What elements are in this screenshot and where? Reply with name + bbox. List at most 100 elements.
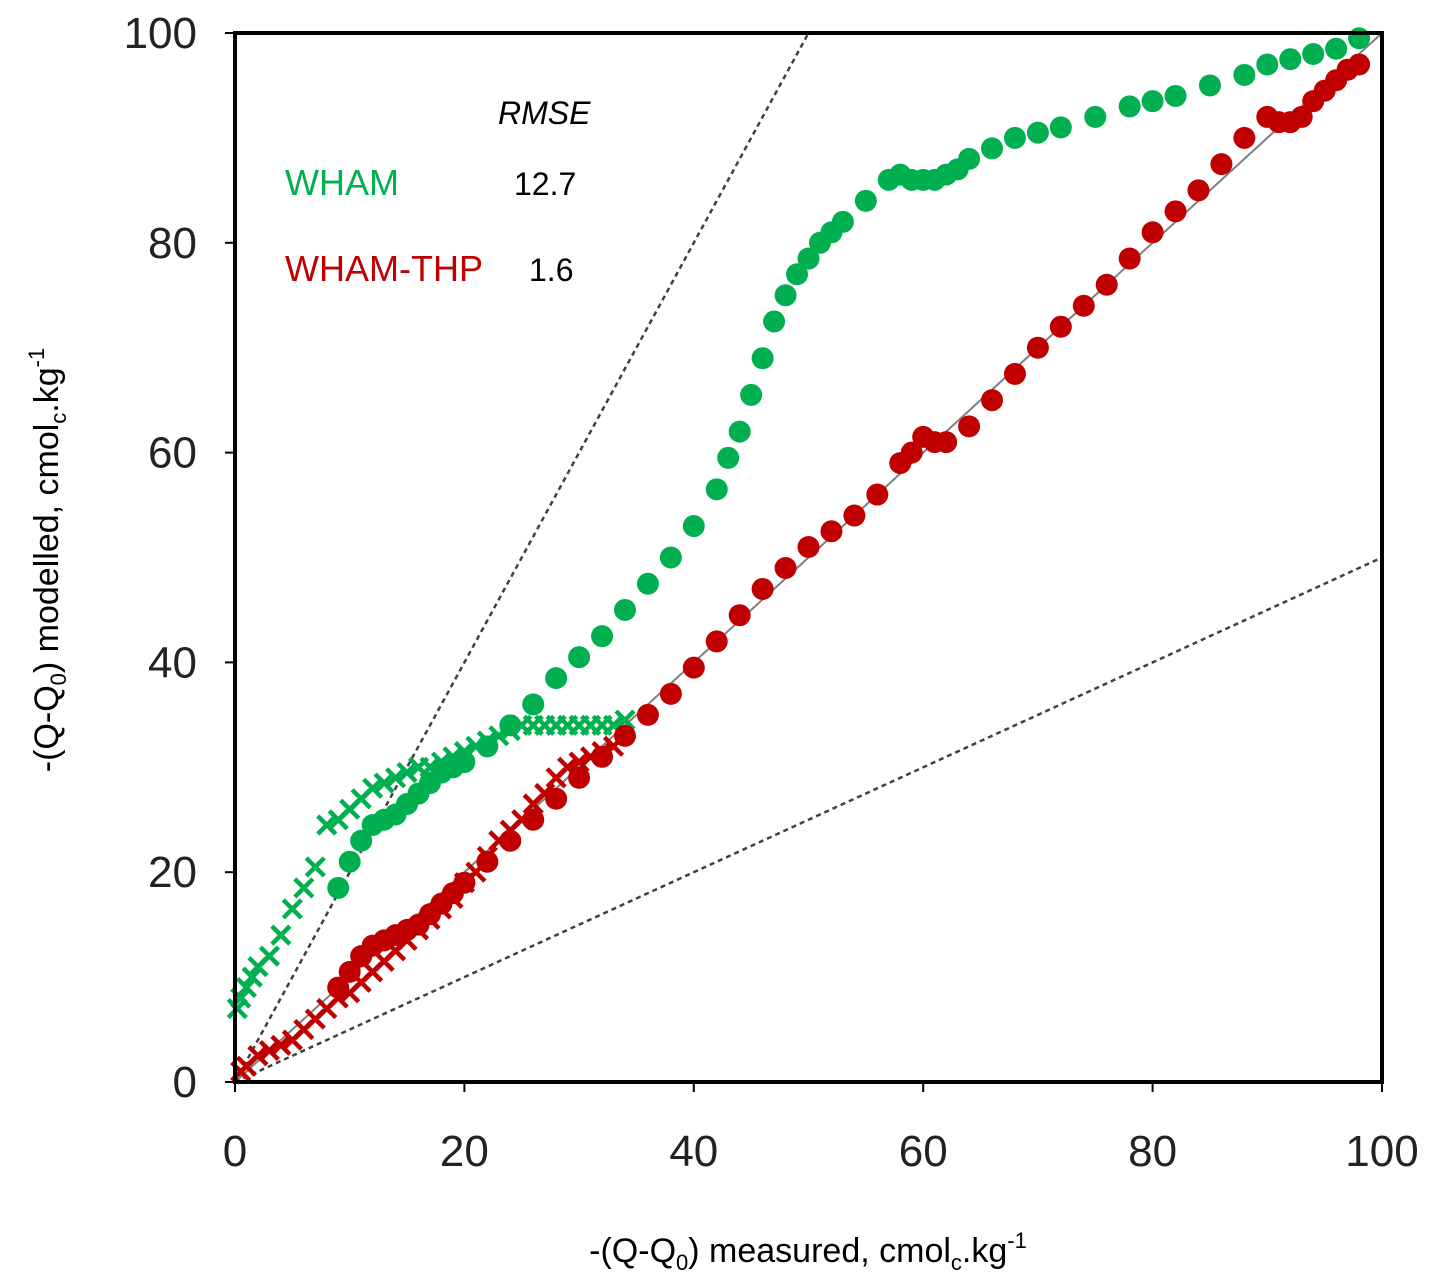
plot-frame (233, 31, 1384, 1084)
point-0-19 (636, 572, 659, 595)
y-tick-label-100: 100 (124, 9, 197, 58)
point-2-51 (1290, 105, 1313, 128)
y-label-sub0: 0 (46, 673, 71, 685)
cross-stroke (568, 751, 590, 773)
point-0-1 (338, 850, 361, 873)
point-2-43 (1141, 221, 1164, 244)
reference-line-2 (234, 556, 1383, 1084)
point-2-25 (774, 556, 797, 579)
point-1-9 (304, 856, 326, 878)
point-0-29 (786, 263, 809, 286)
y-tick-label-80: 80 (148, 219, 197, 268)
point-1-6 (270, 924, 292, 946)
cross-stroke (430, 751, 453, 773)
point-1-3 (241, 966, 263, 988)
cross-stroke (591, 740, 613, 763)
legend-name-wham-thp: WHAM-THP (285, 248, 483, 289)
point-1-15 (373, 772, 395, 794)
point-2-23 (728, 604, 751, 627)
cross-stroke (442, 887, 464, 910)
point-2-20 (659, 682, 682, 705)
point-1-7 (281, 898, 303, 920)
point-1-17 (396, 761, 418, 784)
point-3-30 (568, 751, 590, 773)
cross-stroke (235, 976, 258, 999)
cross-stroke (442, 746, 464, 768)
point-2-26 (797, 536, 820, 559)
point-2-37 (1003, 362, 1026, 385)
point-0-44 (1003, 126, 1026, 149)
cross-stroke (258, 1039, 281, 1062)
point-0-26 (751, 347, 774, 370)
series-3-plus (230, 735, 625, 1083)
point-3-3 (258, 1039, 281, 1062)
series-2-circle (327, 53, 1371, 999)
point-2-31 (900, 441, 923, 464)
point-0-48 (1118, 95, 1141, 118)
point-1-22 (453, 740, 475, 763)
point-2-41 (1095, 273, 1118, 296)
cross-stroke (602, 735, 625, 757)
point-0-21 (682, 515, 705, 538)
point-1-19 (419, 756, 441, 778)
point-0-49 (1141, 90, 1164, 113)
point-2-22 (705, 630, 728, 653)
point-2-36 (981, 389, 1004, 412)
cross-stroke (270, 1034, 292, 1056)
reference-line-1 (233, 32, 810, 1083)
legend-value-wham: 12.7 (514, 166, 576, 202)
point-0-50 (1164, 84, 1187, 107)
point-0-53 (1256, 53, 1279, 76)
axis-ticks: 0 20 40 60 80 100 0 20 40 60 80 100 (124, 9, 1419, 1176)
cross-stroke (327, 987, 349, 1009)
point-2-27 (820, 520, 843, 543)
cross-stroke (488, 725, 510, 747)
cross-stroke (362, 777, 384, 799)
point-3-31 (579, 746, 602, 768)
x-tick-label-80: 80 (1128, 1127, 1177, 1176)
point-1-2 (235, 976, 258, 999)
point-0-52 (1233, 63, 1256, 86)
data-series (226, 27, 1371, 1083)
x-label-dot: .kg (962, 1232, 1007, 1270)
point-0-30 (797, 247, 820, 270)
point-2-44 (1164, 200, 1187, 223)
x-tick-label-20: 20 (440, 1127, 489, 1176)
point-2-29 (866, 483, 889, 506)
point-0-55 (1302, 42, 1325, 65)
x-label-sub0: 0 (676, 1250, 688, 1275)
point-3-22 (476, 845, 498, 868)
point-0-20 (659, 546, 682, 569)
point-2-56 (1348, 53, 1371, 76)
point-3-25 (511, 809, 533, 831)
cross-stroke (465, 861, 487, 883)
point-1-24 (476, 730, 498, 752)
cross-stroke (579, 746, 602, 768)
point-3-32 (591, 740, 613, 763)
point-0-28 (774, 284, 797, 307)
x-tick-label-60: 60 (899, 1127, 948, 1176)
cross-stroke (304, 856, 326, 878)
y-tick-label-20: 20 (148, 848, 197, 897)
point-1-16 (384, 767, 407, 789)
point-0-57 (1348, 27, 1371, 50)
point-0-22 (705, 478, 728, 501)
cross-stroke (384, 767, 407, 789)
point-1-10 (316, 814, 338, 836)
point-0-33 (831, 210, 854, 233)
point-1-26 (499, 719, 521, 742)
point-2-21 (682, 656, 705, 679)
point-2-35 (958, 415, 981, 438)
point-2-39 (1049, 315, 1072, 338)
point-0-0 (327, 876, 350, 899)
point-3-33 (602, 735, 625, 757)
point-0-18 (613, 598, 636, 621)
cross-stroke (396, 761, 418, 784)
point-0-54 (1279, 48, 1302, 71)
point-3-29 (557, 756, 579, 778)
x-label-mid: ) measured, cmol (688, 1232, 951, 1270)
cross-stroke (453, 740, 475, 763)
x-tick-label-100: 100 (1345, 1127, 1418, 1176)
y-tick-label-60: 60 (148, 429, 197, 478)
point-3-2 (247, 1045, 269, 1067)
